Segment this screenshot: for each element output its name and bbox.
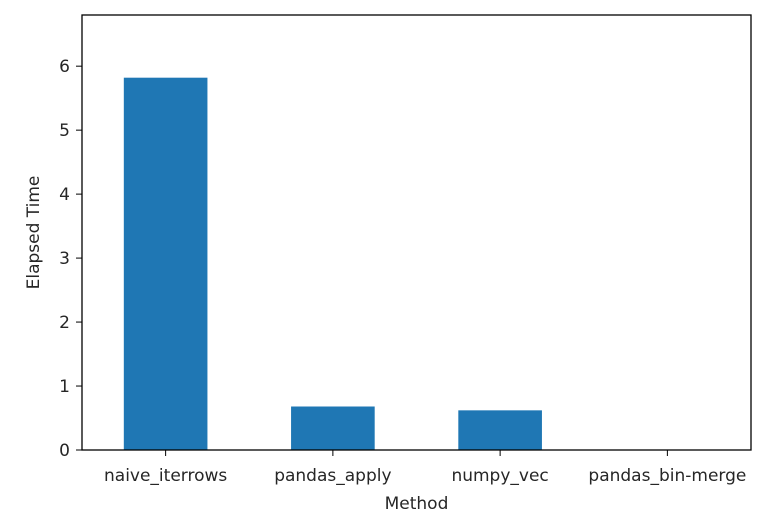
bars-group — [123, 77, 542, 451]
y-axis: 0 1 2 3 4 5 6 — [59, 57, 82, 461]
y-tick-label: 4 — [59, 185, 70, 205]
y-tick-label: 2 — [59, 313, 70, 333]
y-tick-label: 6 — [59, 57, 70, 77]
x-tick-label: naive_iterrows — [104, 466, 227, 486]
y-tick-label: 5 — [59, 121, 70, 141]
x-tick-label: pandas_apply — [274, 466, 391, 486]
bar-pandas_apply — [291, 406, 375, 450]
x-tick-label: pandas_bin-merge — [588, 466, 746, 486]
y-tick-label: 3 — [59, 249, 70, 269]
y-tick-label: 0 — [59, 441, 70, 461]
x-tick-label: numpy_vec — [451, 466, 548, 486]
y-tick-label: 1 — [59, 377, 70, 397]
y-axis-label: Elapsed Time — [24, 176, 44, 290]
bar-naive_iterrows — [123, 77, 208, 451]
x-axis-label: Method — [385, 494, 449, 514]
plot-frame — [81, 14, 752, 451]
bar-numpy_vec — [458, 410, 542, 450]
x-axis: naive_iterrows pandas_apply numpy_vec panda… — [104, 450, 746, 486]
